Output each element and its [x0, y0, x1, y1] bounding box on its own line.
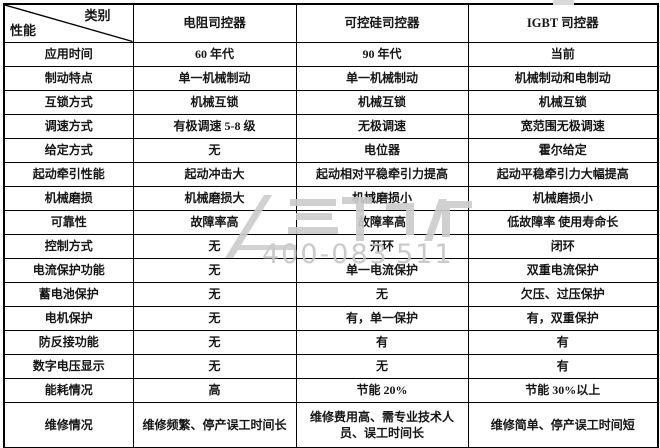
value-cell: 有: [467, 353, 659, 379]
value-cell: 90 年代: [295, 41, 469, 67]
corner-header-cell: 类别 性能: [3, 3, 134, 43]
table-row: 起动牵引性能 起动冲击大 起动相对平稳牵引力提高 起动平稳牵引力大幅提高: [3, 161, 659, 187]
value-cell: 有，双重保护: [467, 305, 659, 331]
table-row: 控制方式 无 开环 闭环: [3, 233, 659, 259]
value-cell: 欠压、过压保护: [467, 281, 659, 307]
row-label: 维修情况: [3, 401, 134, 448]
value-cell: 机械磨损小: [467, 185, 659, 211]
value-cell: 起动冲击大: [132, 161, 297, 187]
value-cell: 霍尔给定: [467, 137, 659, 163]
row-label: 调速方式: [3, 113, 134, 139]
value-cell: 维修费用高、需专业技术人员、误工时间长: [295, 401, 469, 448]
value-cell: 无: [295, 281, 469, 307]
controller-comparison-table: 类别 性能 电阻司控器 可控硅司控器 IGBT 司控器 应用时间 60 年代 9…: [3, 3, 659, 448]
value-cell: 闭环: [467, 233, 659, 259]
value-cell: 维修频繁、停产误工时间长: [132, 401, 297, 448]
diagonal-line: [5, 5, 132, 41]
value-cell: 无: [132, 137, 297, 163]
table-row: 给定方式 无 电位器 霍尔给定: [3, 137, 659, 163]
row-label: 制动特点: [3, 65, 134, 91]
value-cell: 故障率高: [132, 209, 297, 235]
table-row: 数字电压显示 无 无 有: [3, 353, 659, 379]
row-label: 应用时间: [3, 41, 134, 67]
value-cell: 有: [295, 329, 469, 355]
value-cell: 故障率高: [295, 209, 469, 235]
value-cell: 起动平稳牵引力大幅提高: [467, 161, 659, 187]
value-cell: 起动相对平稳牵引力提高: [295, 161, 469, 187]
table-row: 机械磨损 机械磨损大 机械磨损小 机械磨损小: [3, 185, 659, 211]
value-cell: 电位器: [295, 137, 469, 163]
value-cell: 当前: [467, 41, 659, 67]
table-row: 可靠性 故障率高 故障率高 低故障率 使用寿命长: [3, 209, 659, 235]
row-label: 防反接功能: [3, 329, 134, 355]
value-cell: 无极调速: [295, 113, 469, 139]
table-row: 防反接功能 无 有 有: [3, 329, 659, 355]
value-cell: 低故障率 使用寿命长: [467, 209, 659, 235]
value-cell: 机械制动和电制动: [467, 65, 659, 91]
value-cell: 无: [132, 329, 297, 355]
value-cell: 单一机械制动: [295, 65, 469, 91]
value-cell: 机械互锁: [295, 89, 469, 115]
value-cell: 宽范围无极调速: [467, 113, 659, 139]
column-header-resistance-controller: 电阻司控器: [132, 3, 297, 43]
table-row: 能耗情况 高 节能 20% 节能 30%以上: [3, 377, 659, 403]
value-cell: 无: [132, 305, 297, 331]
row-label: 互锁方式: [3, 89, 134, 115]
value-cell: 维修简单、停产误工时间短: [467, 401, 659, 448]
table-row: 调速方式 有极调速 5-8 级 无极调速 宽范围无极调速: [3, 113, 659, 139]
corner-category-label: 类别: [84, 8, 111, 23]
table-row: 维修情况 维修频繁、停产误工时间长 维修费用高、需专业技术人员、误工时间长 维修…: [3, 401, 659, 448]
value-cell: 单一电流保护: [295, 257, 469, 283]
value-cell: 有: [467, 329, 659, 355]
value-cell: 有极调速 5-8 级: [132, 113, 297, 139]
column-header-scr-controller: 可控硅司控器: [295, 3, 469, 43]
row-label: 蓄电池保护: [3, 281, 134, 307]
row-label: 起动牵引性能: [3, 161, 134, 187]
value-cell: 机械磨损大: [132, 185, 297, 211]
row-label: 可靠性: [3, 209, 134, 235]
value-cell: 无: [132, 353, 297, 379]
table-row: 电流保护功能 无 单一电流保护 双重电流保护: [3, 257, 659, 283]
table-row: 应用时间 60 年代 90 年代 当前: [3, 41, 659, 67]
value-cell: 无: [295, 353, 469, 379]
value-cell: 无: [132, 281, 297, 307]
row-label: 电机保护: [3, 305, 134, 331]
value-cell: 单一机械制动: [132, 65, 297, 91]
table-row: 蓄电池保护 无 无 欠压、过压保护: [3, 281, 659, 307]
row-label: 给定方式: [3, 137, 134, 163]
value-cell: 机械互锁: [132, 89, 297, 115]
value-cell: 机械磨损小: [295, 185, 469, 211]
value-cell: 无: [132, 233, 297, 259]
value-cell: 双重电流保护: [467, 257, 659, 283]
row-label: 机械磨损: [3, 185, 134, 211]
row-label: 电流保护功能: [3, 257, 134, 283]
value-cell: 60 年代: [132, 41, 297, 67]
value-cell: 有，单一保护: [295, 305, 469, 331]
row-label: 数字电压显示: [3, 353, 134, 379]
row-label: 能耗情况: [3, 377, 134, 403]
value-cell: 开环: [295, 233, 469, 259]
value-cell: 节能 20%: [295, 377, 469, 403]
value-cell: 机械互锁: [467, 89, 659, 115]
value-cell: 无: [132, 257, 297, 283]
row-label: 控制方式: [3, 233, 134, 259]
header-row: 类别 性能 电阻司控器 可控硅司控器 IGBT 司控器: [3, 3, 659, 43]
table-row: 电机保护 无 有，单一保护 有，双重保护: [3, 305, 659, 331]
table-row: 制动特点 单一机械制动 单一机械制动 机械制动和电制动: [3, 65, 659, 91]
column-header-igbt-controller: IGBT 司控器: [467, 3, 659, 43]
value-cell: 高: [132, 377, 297, 403]
value-cell: 节能 30%以上: [467, 377, 659, 403]
corner-performance-label: 性能: [10, 22, 37, 38]
table-row: 互锁方式 机械互锁 机械互锁 机械互锁: [3, 89, 659, 115]
